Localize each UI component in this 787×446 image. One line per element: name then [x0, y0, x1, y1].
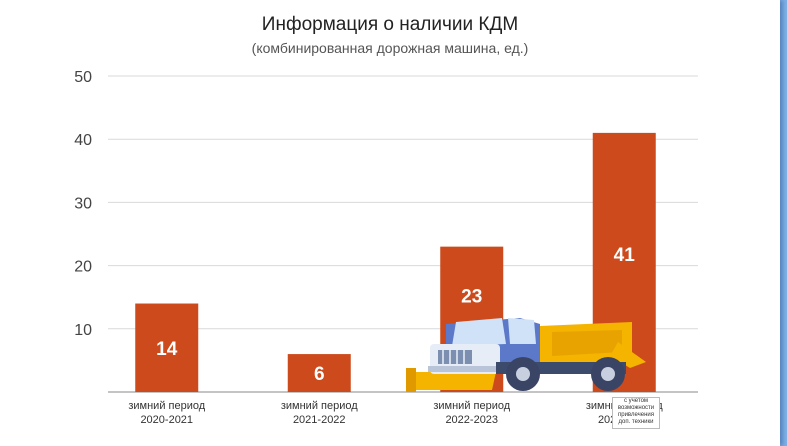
x-tick-label: 2020-2021 [140, 414, 193, 426]
y-tick-label: 20 [74, 259, 92, 276]
data-label: 6 [314, 364, 325, 385]
bar [287, 354, 351, 392]
y-tick-label: 10 [74, 322, 92, 339]
chart-title: Информация о наличии КДМ [261, 14, 519, 35]
y-tick-label: 40 [74, 132, 92, 149]
note-box: с учетом возможности привлечения доп. те… [612, 397, 660, 429]
data-label: 41 [614, 245, 636, 266]
x-tick-label: зимний период [128, 400, 205, 412]
x-tick-label: 2021-2022 [293, 414, 346, 426]
truck-icon [406, 318, 646, 392]
data-label: 14 [156, 339, 178, 360]
x-tick-label: 2022-2023 [445, 414, 498, 426]
x-tick-label: зимний период [281, 400, 358, 412]
y-tick-label: 50 [74, 69, 92, 86]
data-label: 23 [461, 287, 482, 308]
bar [135, 303, 199, 392]
y-tick-label: 30 [74, 195, 92, 212]
x-tick-label: зимний период [433, 400, 510, 412]
chart-subtitle: (комбинированная дорожная машина, ед.) [251, 40, 529, 56]
